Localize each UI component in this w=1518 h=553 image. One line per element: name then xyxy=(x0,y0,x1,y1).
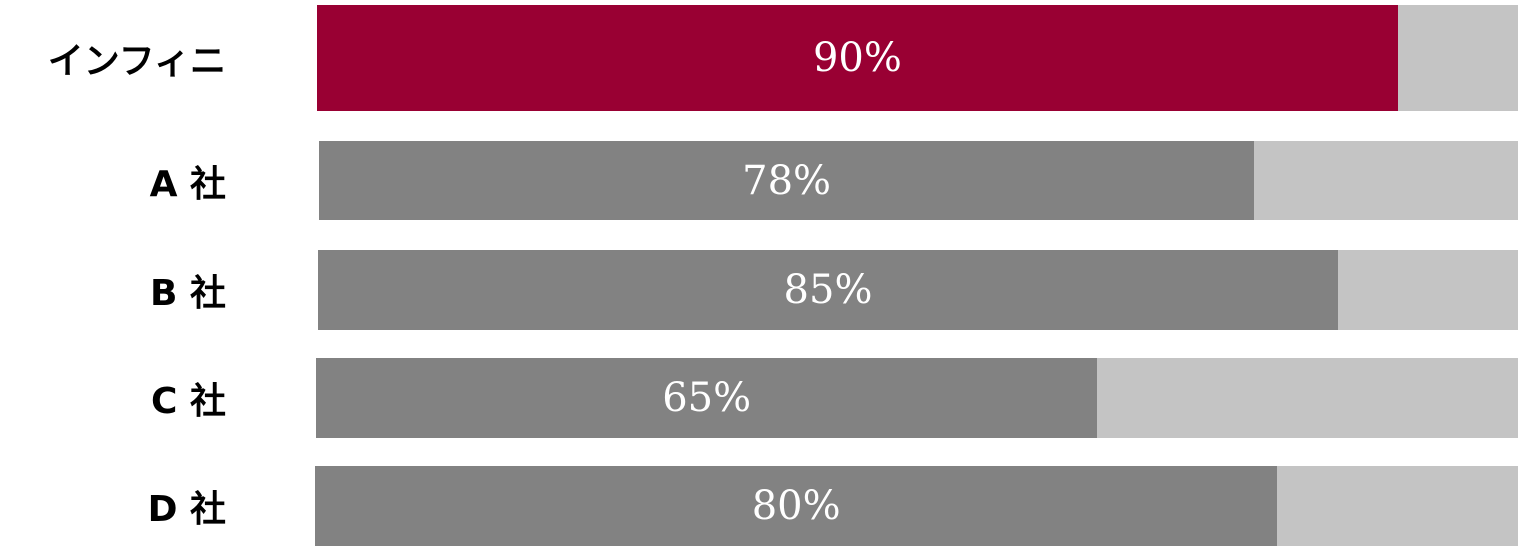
bar-track: 80% xyxy=(315,466,1518,546)
bar: 85% xyxy=(318,250,1338,330)
category-label: A 社 xyxy=(149,163,226,205)
bar-row: D 社 80% xyxy=(0,466,1518,546)
bar: 90% xyxy=(317,5,1398,111)
bar: 65% xyxy=(316,358,1098,438)
bar-row: インフィニ 90% xyxy=(0,5,1518,111)
data-label: 80% xyxy=(751,483,841,529)
data-label: 85% xyxy=(783,267,873,313)
bar-row: C 社 65% xyxy=(0,358,1518,438)
data-label: 78% xyxy=(742,157,832,204)
bar-row: A 社 78% xyxy=(0,141,1518,220)
bar-track: 85% xyxy=(318,250,1518,330)
bar-track: 65% xyxy=(316,358,1518,438)
category-label: インフィニ xyxy=(47,41,226,82)
data-label: 90% xyxy=(812,35,902,81)
bar-track: 90% xyxy=(317,5,1518,111)
bar-track: 78% xyxy=(319,141,1518,220)
category-label: B 社 xyxy=(150,273,226,314)
bar-row: B 社 85% xyxy=(0,250,1518,330)
category-label: C 社 xyxy=(151,381,226,422)
bar: 80% xyxy=(315,466,1278,546)
data-label: 65% xyxy=(662,375,752,421)
category-label: D 社 xyxy=(147,489,226,530)
bar: 78% xyxy=(319,141,1255,220)
